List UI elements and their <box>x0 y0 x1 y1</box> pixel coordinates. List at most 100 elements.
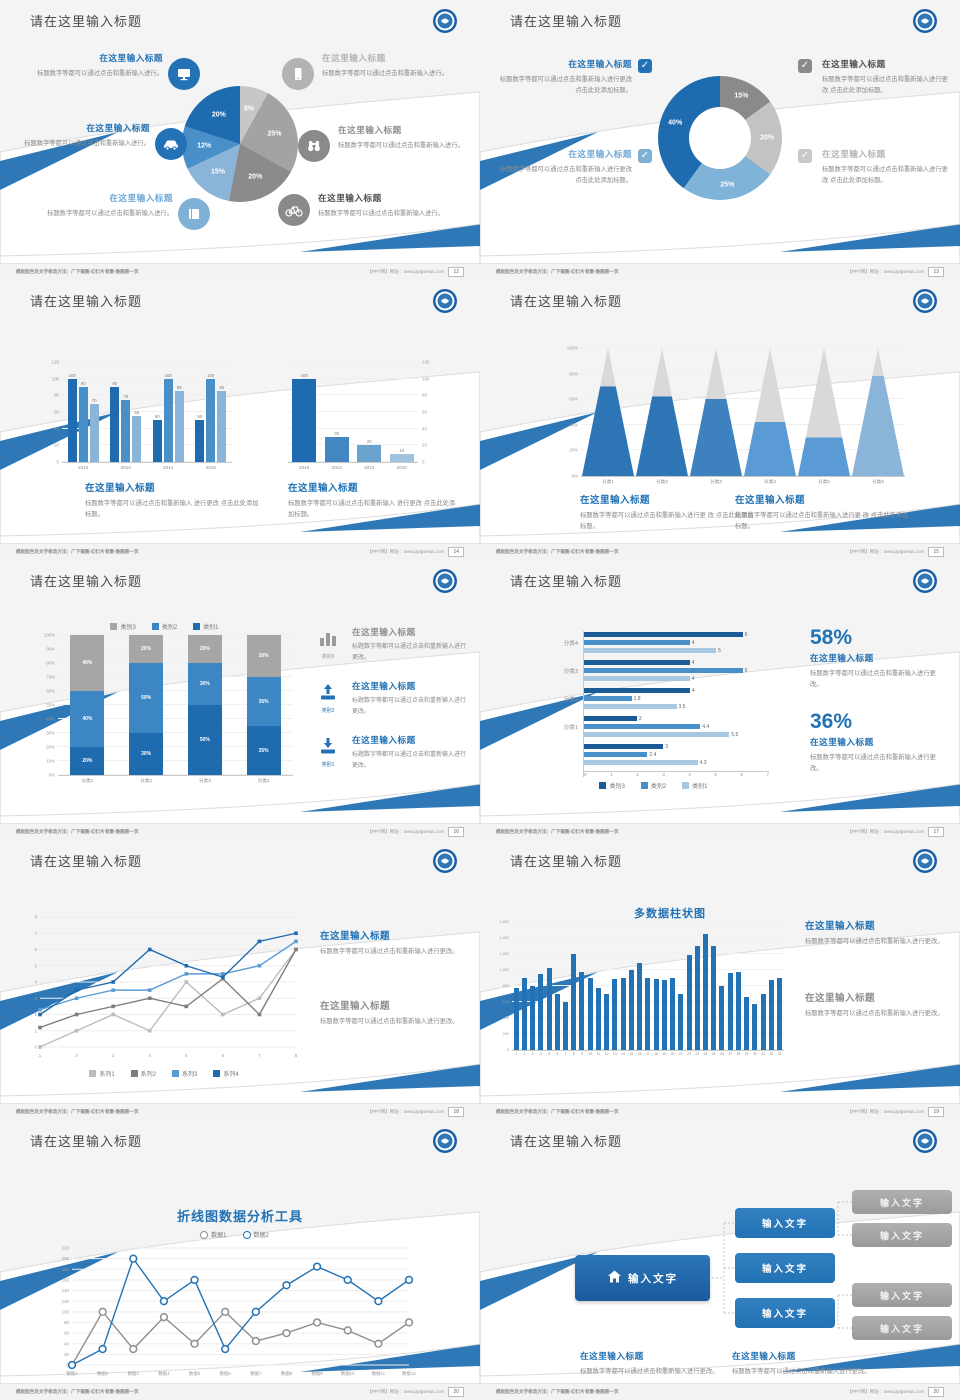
text-block: 在这里输入标题 标题数字等都可以通过点击和重新输入进行更 改 点击此处添加标题。 <box>580 492 755 532</box>
svg-text:200: 200 <box>62 1256 70 1261</box>
footer-site: 【PPT网】网址：www.pptgenius.com <box>847 269 925 274</box>
block-body: 标题数字等都可以通过点击和重新输入 进行更改 点击此处添加标题。 <box>85 500 259 519</box>
item-title: 在这里输入标题 <box>352 735 416 745</box>
slide-thumbnail-19[interactable]: 请在这里输入标题 多数据柱状图 0 200 400 600 800 1,000 1,200 1… <box>480 840 960 1120</box>
svg-text:60: 60 <box>64 1331 69 1336</box>
footer-left-text: 模板配色及文字修改方法：广下载图-幻灯片背景-做图第一页 <box>16 829 139 834</box>
slide-thumbnail-21[interactable]: 请在这里输入标题 输入文字 输入文字 输入文字 输入文字 输入文字 输入文字 输… <box>480 1120 960 1400</box>
icon-label: 类别1 <box>321 762 335 768</box>
pie-chart: 8% 25% 20% 15% 12% 20% <box>182 86 298 202</box>
block-title: 在这里输入标题 <box>320 931 391 942</box>
text-item: 在这里输入标题 标题数字等都可以通过点击和重新输入进行更改 点击此处添加标题。 <box>822 148 954 186</box>
tree-leaf-node: 输入文字 <box>852 1316 952 1340</box>
school-logo-icon <box>912 568 938 599</box>
node-label: 输入文字 <box>761 1219 808 1230</box>
footer-right-text: 【PPT网】网址：www.pptgenius.com 19 <box>847 1107 944 1117</box>
tree-mid-node: 输入文字 <box>735 1208 835 1238</box>
block-body: 标题数字等都可以通过点击和重新输入 进行更改 点击此处添加标题。 <box>288 500 456 519</box>
block-title: 在这里输入标题 <box>805 921 876 932</box>
school-logo-icon <box>432 8 458 39</box>
node-label: 输入文字 <box>879 1323 924 1334</box>
slide-title: 请在这里输入标题 <box>30 294 143 309</box>
tree-mid-node: 输入文字 <box>735 1253 835 1283</box>
footer-right-text: 【PPT网】网址：www.pptgenius.com 16 <box>367 827 464 837</box>
item-body: 标题数字等都可以通过点击和重新输入进行更改 点击此处添加标题。 <box>822 166 948 185</box>
footer-left-text: 模板配色及文字修改方法：广下载图-幻灯片背景-做图第一页 <box>496 549 619 554</box>
footer-right-text: 【PPT网】网址：www.pptgenius.com 15 <box>847 547 944 557</box>
text-item: 在这里输入标题 标题数字等都可以通过点击和重新输入进行。 <box>18 52 163 79</box>
monitor-icon <box>168 58 200 90</box>
slide-thumbnail-18[interactable]: 请在这里输入标题 0 1 2 3 4 5 6 7 8 1 2 3 4 5 6 7 8 系列1 系列2 系列3 系列4 在… <box>0 840 480 1120</box>
text-item: 在这里输入标题 标题数字等都可以通过点击和重新输入进行。 <box>28 192 173 219</box>
page-number: 20 <box>448 1387 464 1397</box>
stat-title: 在这里输入标题 <box>810 653 874 663</box>
block-body: 标题数字等都可以通过点击和重新输入进行更改。 <box>320 948 459 955</box>
block-title: 在这里输入标题 <box>735 495 806 506</box>
slide-footer: 模板配色及文字修改方法：广下载图-幻灯片背景-做图第一页 【PPT网】网址：ww… <box>480 543 960 560</box>
item-title: 在这里输入标题 <box>568 149 632 159</box>
slide-thumbnail-12[interactable]: 请在这里输入标题 8% 25% 20% 15% 12% 20% 在这里输入标题 标题数字等… <box>0 0 480 280</box>
text-block: 在这里输入标题 标题数字等都可以通过点击和重新输入进行更改。 <box>805 918 945 947</box>
footer-left-text: 模板配色及文字修改方法：广下载图-幻灯片背景-做图第一页 <box>496 829 619 834</box>
item-body: 标题数字等都可以通过点击和重新输入进行。 <box>322 70 448 77</box>
smartphone-icon <box>282 58 314 90</box>
footer-right-text: 【PPT网】网址：www.pptgenius.com 17 <box>847 827 944 837</box>
svg-text:2: 2 <box>35 1012 38 1017</box>
footer-site: 【PPT网】网址：www.pptgenius.com <box>367 269 445 274</box>
text-block: 在这里输入标题 标题数字等都可以通过点击和重新输入进行更改。 <box>805 990 945 1019</box>
text-item: 在这里输入标题 标题数字等都可以通过点击和重新输入进行。 <box>318 192 463 219</box>
school-logo-icon <box>432 1128 458 1159</box>
slide-footer: 模板配色及文字修改方法：广下载图-幻灯片背景-做图第一页 【PPT网】网址：ww… <box>480 823 960 840</box>
node-label: 输入文字 <box>761 1264 808 1275</box>
footer-left-text: 模板配色及文字修改方法：广下载图-幻灯片背景-做图第一页 <box>16 1109 139 1114</box>
bar-chart-icon: 类别3 <box>318 628 338 660</box>
slide-thumbnail-17[interactable]: 请在这里输入标题 分类4 6 4 5 分类3 4 6 4 分类2 4 1.8 3.5 分类1 2 4.4 5.… <box>480 560 960 840</box>
chart-title: 折线图数据分析工具 <box>120 1206 360 1226</box>
block-title: 在这里输入标题 <box>85 483 156 494</box>
item-title: 在这里输入标题 <box>86 123 150 133</box>
item-title: 在这里输入标题 <box>322 53 386 63</box>
block-title: 在这里输入标题 <box>805 993 876 1004</box>
slide-title: 请在这里输入标题 <box>510 294 623 309</box>
text-block: 在这里输入标题 标题数字等都可以通过点击和重新输入进行更改。 <box>320 928 462 957</box>
download-icon: 类别1 <box>318 736 338 768</box>
svg-text:180: 180 <box>62 1267 70 1272</box>
svg-text:数据6: 数据6 <box>220 1370 232 1377</box>
slide-thumbnail-14[interactable]: 请在这里输入标题 0 20 40 60 80 100 120 100 90 70 2010 90 75 5… <box>0 280 480 560</box>
svg-text:5: 5 <box>185 1053 188 1058</box>
slide-thumbnail-20[interactable]: 请在这里输入标题 折线图数据分析工具 数据1 数据2 0 20 40 60 80 100 120… <box>0 1120 480 1400</box>
footer-left-text: 模板配色及文字修改方法：广下载图-幻灯片背景-做图第一页 <box>496 269 619 274</box>
slide-thumbnail-13[interactable]: 请在这里输入标题 15% 20% 25% 40% 在这里输入标题 标题数字等都可以通过… <box>480 0 960 280</box>
checkbox-icon: ✓ <box>638 59 652 73</box>
tree-leaf-node: 输入文字 <box>852 1223 952 1247</box>
chart-title: 多数据柱状图 <box>560 904 780 922</box>
svg-text:数据2: 数据2 <box>97 1370 109 1377</box>
page-number: 14 <box>448 547 464 557</box>
svg-text:数据4: 数据4 <box>158 1370 170 1377</box>
svg-text:数据5: 数据5 <box>189 1370 201 1377</box>
page-number: 19 <box>928 1107 944 1117</box>
block-body: 标题数字等都可以通过点击和重新输入进行更改。 <box>320 1018 459 1025</box>
text-item: 在这里输入标题 标题数字等都可以通过点击和重新输入进行。 <box>10 122 150 149</box>
footer-site: 【PPT网】网址：www.pptgenius.com <box>847 829 925 834</box>
slide-title: 请在这里输入标题 <box>510 14 623 29</box>
tree-mid-node: 输入文字 <box>735 1298 835 1328</box>
slide-thumbnail-16[interactable]: 请在这里输入标题 类别3 类别2 类别1 0% 10% 20% 30% 40% 50% 60% 70… <box>0 560 480 840</box>
text-item: 在这里输入标题 标题数字等都可以通过点击和重新输入进行。 <box>322 52 462 79</box>
item-body: 标题数字等都可以通过点击和重新输入进行更改 点击此处添加标题。 <box>499 76 632 95</box>
page-number: 16 <box>448 827 464 837</box>
school-logo-icon <box>912 288 938 319</box>
school-logo-icon <box>912 8 938 39</box>
book-icon <box>178 198 210 230</box>
footer-right-text: 【PPT网】网址：www.pptgenius.com 20 <box>847 1387 944 1397</box>
slide-title: 请在这里输入标题 <box>30 1134 143 1149</box>
slide-thumbnail-15[interactable]: 请在这里输入标题 0% 20% 40% 60% 80% 100% 分类1 分类2 分类3 分类4 分… <box>480 280 960 560</box>
svg-text:数据11: 数据11 <box>372 1370 386 1377</box>
stat-value: 58% <box>810 626 853 649</box>
car-icon <box>155 128 187 160</box>
text-block: 在这里输入标题 标题数字等都可以通过点击和重新输入进行更改。 <box>732 1350 892 1377</box>
svg-text:160: 160 <box>62 1278 70 1283</box>
svg-text:5: 5 <box>35 963 38 968</box>
svg-text:4: 4 <box>148 1053 151 1058</box>
